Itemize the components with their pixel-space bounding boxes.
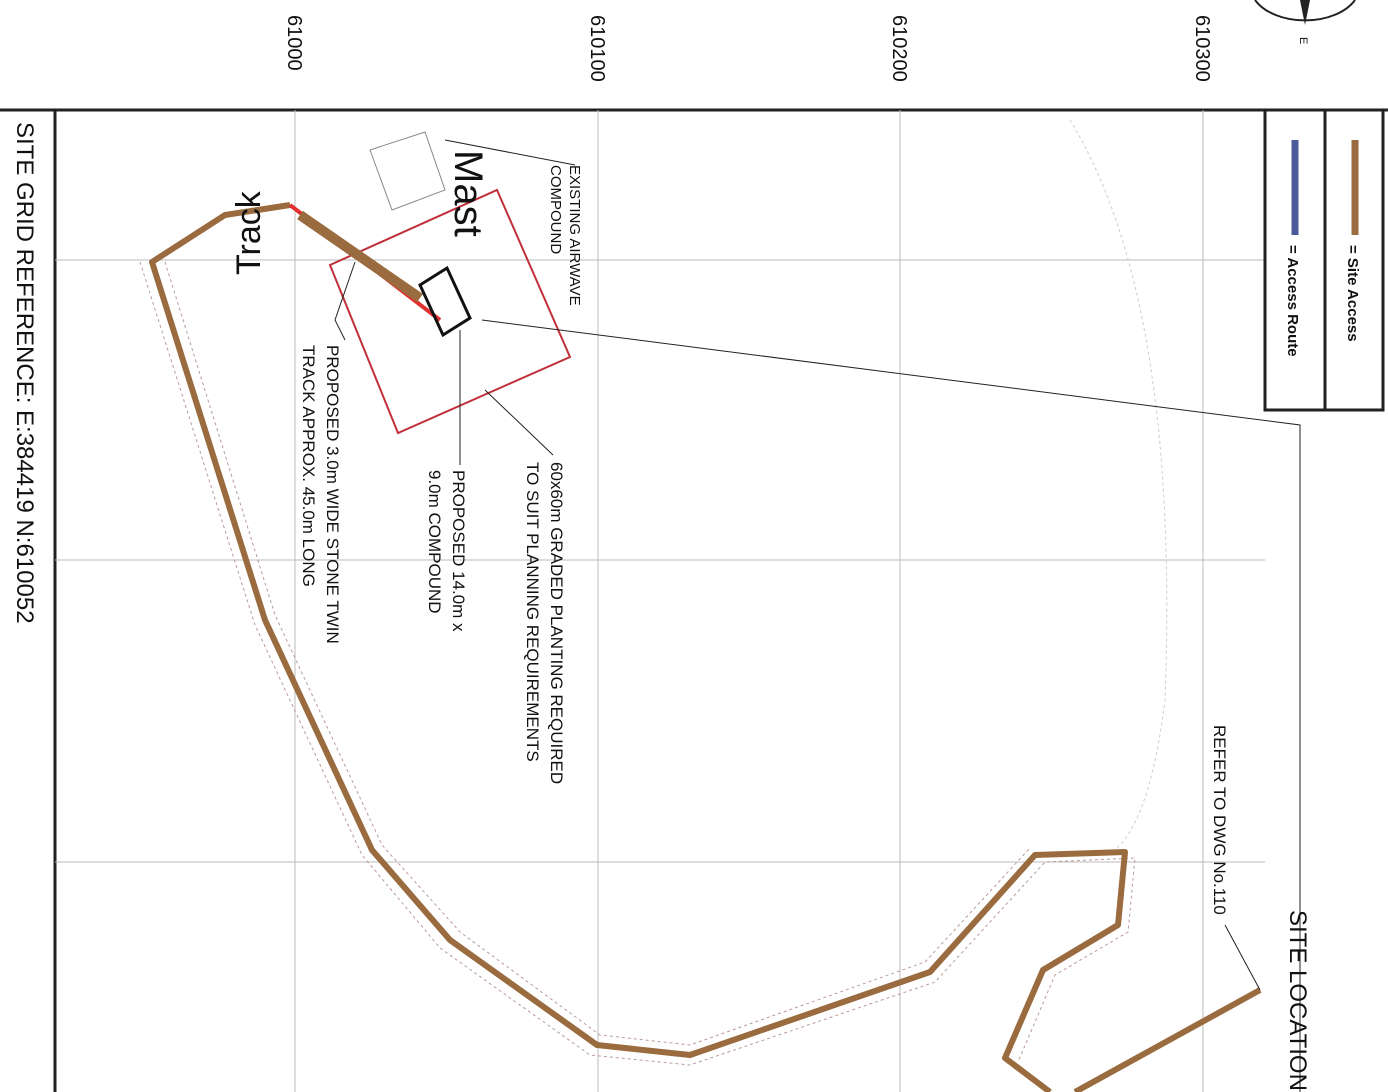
annotation: TRACK APPROX. 45.0m LONG <box>299 345 318 587</box>
frame <box>0 108 1388 1092</box>
compass-label: E <box>1297 37 1309 44</box>
leaders <box>334 139 1301 1092</box>
grid-label: 610300 <box>1191 15 1213 82</box>
grid-reference: SITE GRID REFERENCE: E:384419 N:610052 <box>11 122 38 624</box>
legend: = Site Access = Access Route <box>1263 108 1385 412</box>
annotation: REFER TO DWG No.110 <box>1210 725 1229 915</box>
legend-label: = Access Route <box>1284 245 1301 357</box>
annotation: PROPOSED 14.0m x <box>449 470 468 632</box>
access-track <box>1073 987 1262 1092</box>
track-label: Track <box>230 190 268 275</box>
annotation: COMPOUND <box>547 165 564 254</box>
planting-area <box>328 188 572 435</box>
annotation: TO SUIT PLANNING REQUIREMENTS <box>523 462 542 762</box>
compound <box>369 131 472 338</box>
mast-label: Mast <box>446 150 490 237</box>
grid-label: 610100 <box>586 15 608 82</box>
annotation: 9.0m COMPOUND <box>425 470 444 614</box>
annotation: PROPOSED 3.0m WIDE STONE TWIN <box>323 345 342 644</box>
grid-label: 61000 <box>283 15 305 71</box>
compass: E <box>1254 0 1356 44</box>
grid-label: 610200 <box>888 15 910 82</box>
legend-label: = Site Access <box>1344 245 1361 342</box>
annotation: 60x60m GRADED PLANTING REQUIRED <box>547 462 566 784</box>
site-access-arrow <box>297 210 423 303</box>
site-location: SITE LOCATION <box>1284 910 1311 1091</box>
grid <box>55 110 1265 1092</box>
access-track <box>149 202 1128 1092</box>
annotation: EXISTING AIRWAVE <box>566 165 583 306</box>
boundary <box>139 119 1168 1066</box>
